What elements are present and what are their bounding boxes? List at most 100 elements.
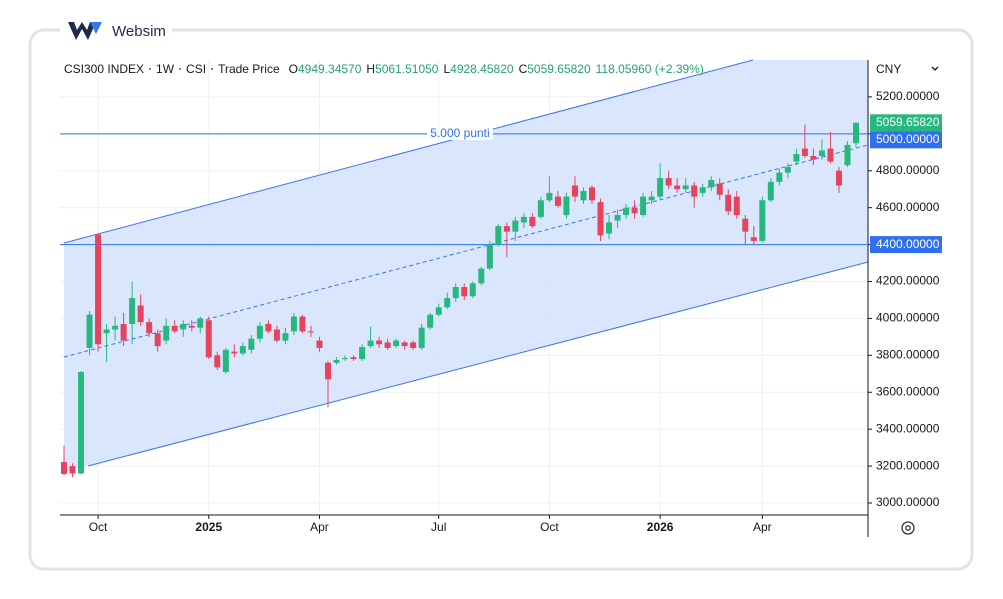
y-tick-label: 3400.00000 [876, 421, 940, 435]
x-tick-label: 2026 [647, 520, 674, 534]
candle-body [137, 305, 144, 323]
y-tick-label: 4800.00000 [876, 163, 940, 177]
y-tick-label: 3800.00000 [876, 348, 940, 362]
separator [179, 68, 182, 70]
logo-text: Websim [112, 22, 166, 40]
candle-body [61, 462, 67, 475]
interval[interactable]: 1W [156, 62, 175, 76]
candle-body [614, 215, 621, 221]
candle-body [640, 196, 647, 216]
x-tick-label: Apr [310, 520, 329, 534]
candle-body [401, 342, 408, 347]
candle-body [529, 216, 536, 227]
candle-body [273, 329, 280, 341]
candle-body [95, 234, 102, 345]
candle-body [554, 196, 561, 206]
candle-body [495, 226, 502, 245]
y-tick-label: 3200.00000 [876, 458, 940, 472]
y-tick-label: 3000.00000 [876, 495, 940, 509]
candle-body [503, 226, 510, 232]
candle-body [776, 172, 783, 182]
candle-body [657, 178, 664, 197]
candle-body [393, 340, 400, 347]
candle-body [631, 207, 638, 214]
candle-body [827, 148, 834, 162]
open-label: O [288, 62, 298, 76]
change: 118.05960 (+2.39%) [595, 62, 704, 76]
open-value: 4949.34570 [297, 62, 362, 76]
candle-body [580, 191, 587, 201]
price-type: Trade Price [218, 62, 280, 76]
candle-body [674, 185, 681, 190]
currency: CNY [876, 62, 902, 76]
candle-body [376, 340, 383, 345]
currency-select[interactable]: CNY [876, 62, 940, 76]
candle-body [486, 244, 493, 269]
symbol: CSI300 INDEX [64, 62, 145, 76]
candle-body [367, 340, 374, 347]
candle-body [589, 187, 595, 201]
candle-body [537, 200, 544, 217]
x-tick-label: 2025 [195, 520, 222, 534]
candle-body [512, 220, 519, 232]
candle-body [78, 371, 85, 474]
candle-body [682, 185, 689, 190]
separator [211, 68, 214, 70]
candle-body [461, 287, 468, 297]
price-label-bg [870, 131, 942, 149]
candle-body [623, 207, 630, 216]
gear-outer [901, 521, 915, 535]
y-tick-label: 3600.00000 [876, 384, 940, 398]
candle-body [197, 318, 204, 328]
price-level-text: 5.000 punti [430, 126, 489, 140]
x-tick-label: Oct [540, 520, 559, 534]
candle-body [597, 202, 604, 236]
candle-body [384, 342, 391, 348]
candle-body [801, 148, 808, 156]
candle-body [793, 154, 800, 162]
channel-upper [63, 59, 754, 244]
candle-body [188, 325, 195, 328]
settings-icon[interactable] [901, 521, 915, 535]
candle-body [759, 200, 766, 241]
candle-body [410, 342, 417, 348]
candle-body [129, 298, 136, 324]
candle-body [180, 323, 187, 330]
candle-body [163, 325, 170, 341]
x-tick-label: Apr [753, 520, 772, 534]
candle-body [444, 298, 451, 308]
exchange: CSI [186, 62, 207, 76]
candle-body [146, 322, 153, 334]
candle-body [222, 349, 229, 372]
logo: Websim [60, 18, 172, 44]
candle-body [452, 287, 459, 299]
candle-body [818, 150, 825, 156]
candle-body [265, 323, 272, 332]
channel-fill [64, 60, 868, 472]
price-label-bg [870, 114, 942, 132]
x-tick-label: Oct [89, 520, 108, 534]
candle-body [478, 268, 485, 284]
candle-body [342, 358, 349, 360]
candle-body [546, 192, 553, 201]
high-value: 5061.51050 [375, 62, 439, 76]
logo-icon [68, 22, 102, 40]
candle-body [784, 167, 791, 173]
candle-body [299, 316, 306, 332]
candle-body [256, 325, 263, 339]
candle-body [171, 325, 178, 332]
y-tick-label: 4000.00000 [876, 311, 940, 325]
candle-body [120, 323, 127, 341]
candle-body [691, 185, 698, 197]
chevron [931, 66, 939, 71]
candle-body [316, 340, 323, 348]
low-label: L [443, 62, 451, 76]
separator [149, 68, 152, 70]
channel-lower [87, 261, 869, 467]
candle-body [325, 362, 331, 380]
candle-body [469, 283, 476, 297]
candle-body [307, 331, 314, 333]
candle-body [742, 218, 749, 232]
